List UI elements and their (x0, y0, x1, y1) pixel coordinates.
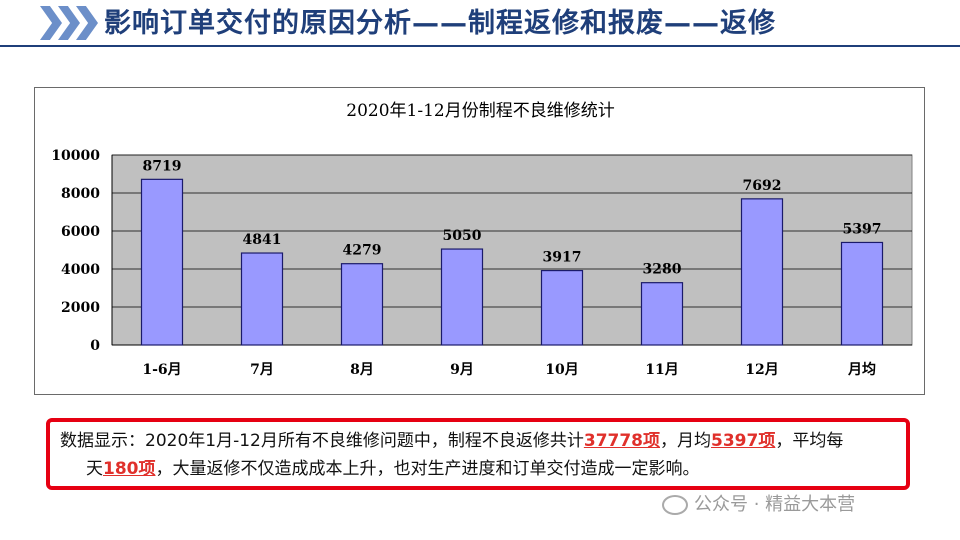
data-label: 8719 (143, 158, 182, 174)
y-tick-label: 6000 (61, 224, 100, 240)
wechat-icon (662, 495, 688, 515)
data-label: 5397 (843, 221, 882, 237)
note-mid3: 天 (86, 459, 103, 479)
bar (640, 282, 684, 346)
note-total: 37778项 (583, 431, 661, 451)
bar (340, 263, 384, 346)
y-tick-label: 4000 (61, 262, 100, 278)
x-tick-label: 7月 (250, 362, 274, 378)
note-prefix: 数据显示：2020年1月-12月所有不良维修问题中，制程不良返修共计 (60, 431, 584, 451)
summary-text: 数据显示：2020年1月-12月所有不良维修问题中，制程不良返修共计37778项… (60, 427, 900, 483)
x-tick-label: 9月 (450, 362, 474, 378)
data-label: 3917 (543, 250, 582, 266)
header-divider (0, 45, 960, 47)
chart-title: 2020年1-12月份制程不良维修统计 (346, 101, 615, 121)
data-label: 4841 (243, 232, 282, 248)
x-tick-label: 11月 (645, 362, 678, 378)
bar (840, 241, 884, 346)
note-daily: 180项 (103, 459, 156, 479)
y-tick-label: 0 (90, 338, 100, 354)
watermark-text: 公众号 · 精益大本营 (694, 494, 856, 515)
page-title: 影响订单交付的原因分析——制程返修和报废——返修 (104, 8, 776, 39)
x-tick-label: 月均 (847, 361, 876, 378)
data-label: 3280 (643, 262, 682, 278)
summary-note: 数据显示：2020年1月-12月所有不良维修问题中，制程不良返修共计37778项… (46, 418, 910, 490)
header-bar: 影响订单交付的原因分析——制程返修和报废——返修 (0, 0, 960, 52)
bar (540, 269, 584, 346)
bar (140, 178, 184, 346)
data-label: 5050 (443, 228, 482, 244)
y-tick-label: 10000 (51, 148, 100, 164)
bar (240, 252, 284, 346)
x-tick-label: 8月 (350, 362, 374, 378)
note-suffix: ，大量返修不仅造成成本上升，也对生产进度和订单交付造成一定影响。 (155, 459, 700, 479)
data-label: 4279 (343, 243, 382, 259)
note-mid2: ，平均每 (775, 431, 844, 451)
x-tick-label: 10月 (545, 362, 578, 378)
bar (740, 198, 784, 346)
plot-area (111, 154, 913, 346)
bar (440, 248, 484, 346)
y-tick-label: 8000 (61, 186, 100, 202)
data-label: 7692 (743, 178, 782, 194)
y-tick-label: 2000 (61, 300, 100, 316)
note-mid1: ，月均 (660, 431, 712, 451)
note-average: 5397项 (711, 431, 776, 451)
watermark: 公众号 · 精益大本营 (662, 490, 855, 516)
x-tick-label: 12月 (745, 362, 778, 378)
x-tick-label: 1-6月 (142, 362, 181, 378)
